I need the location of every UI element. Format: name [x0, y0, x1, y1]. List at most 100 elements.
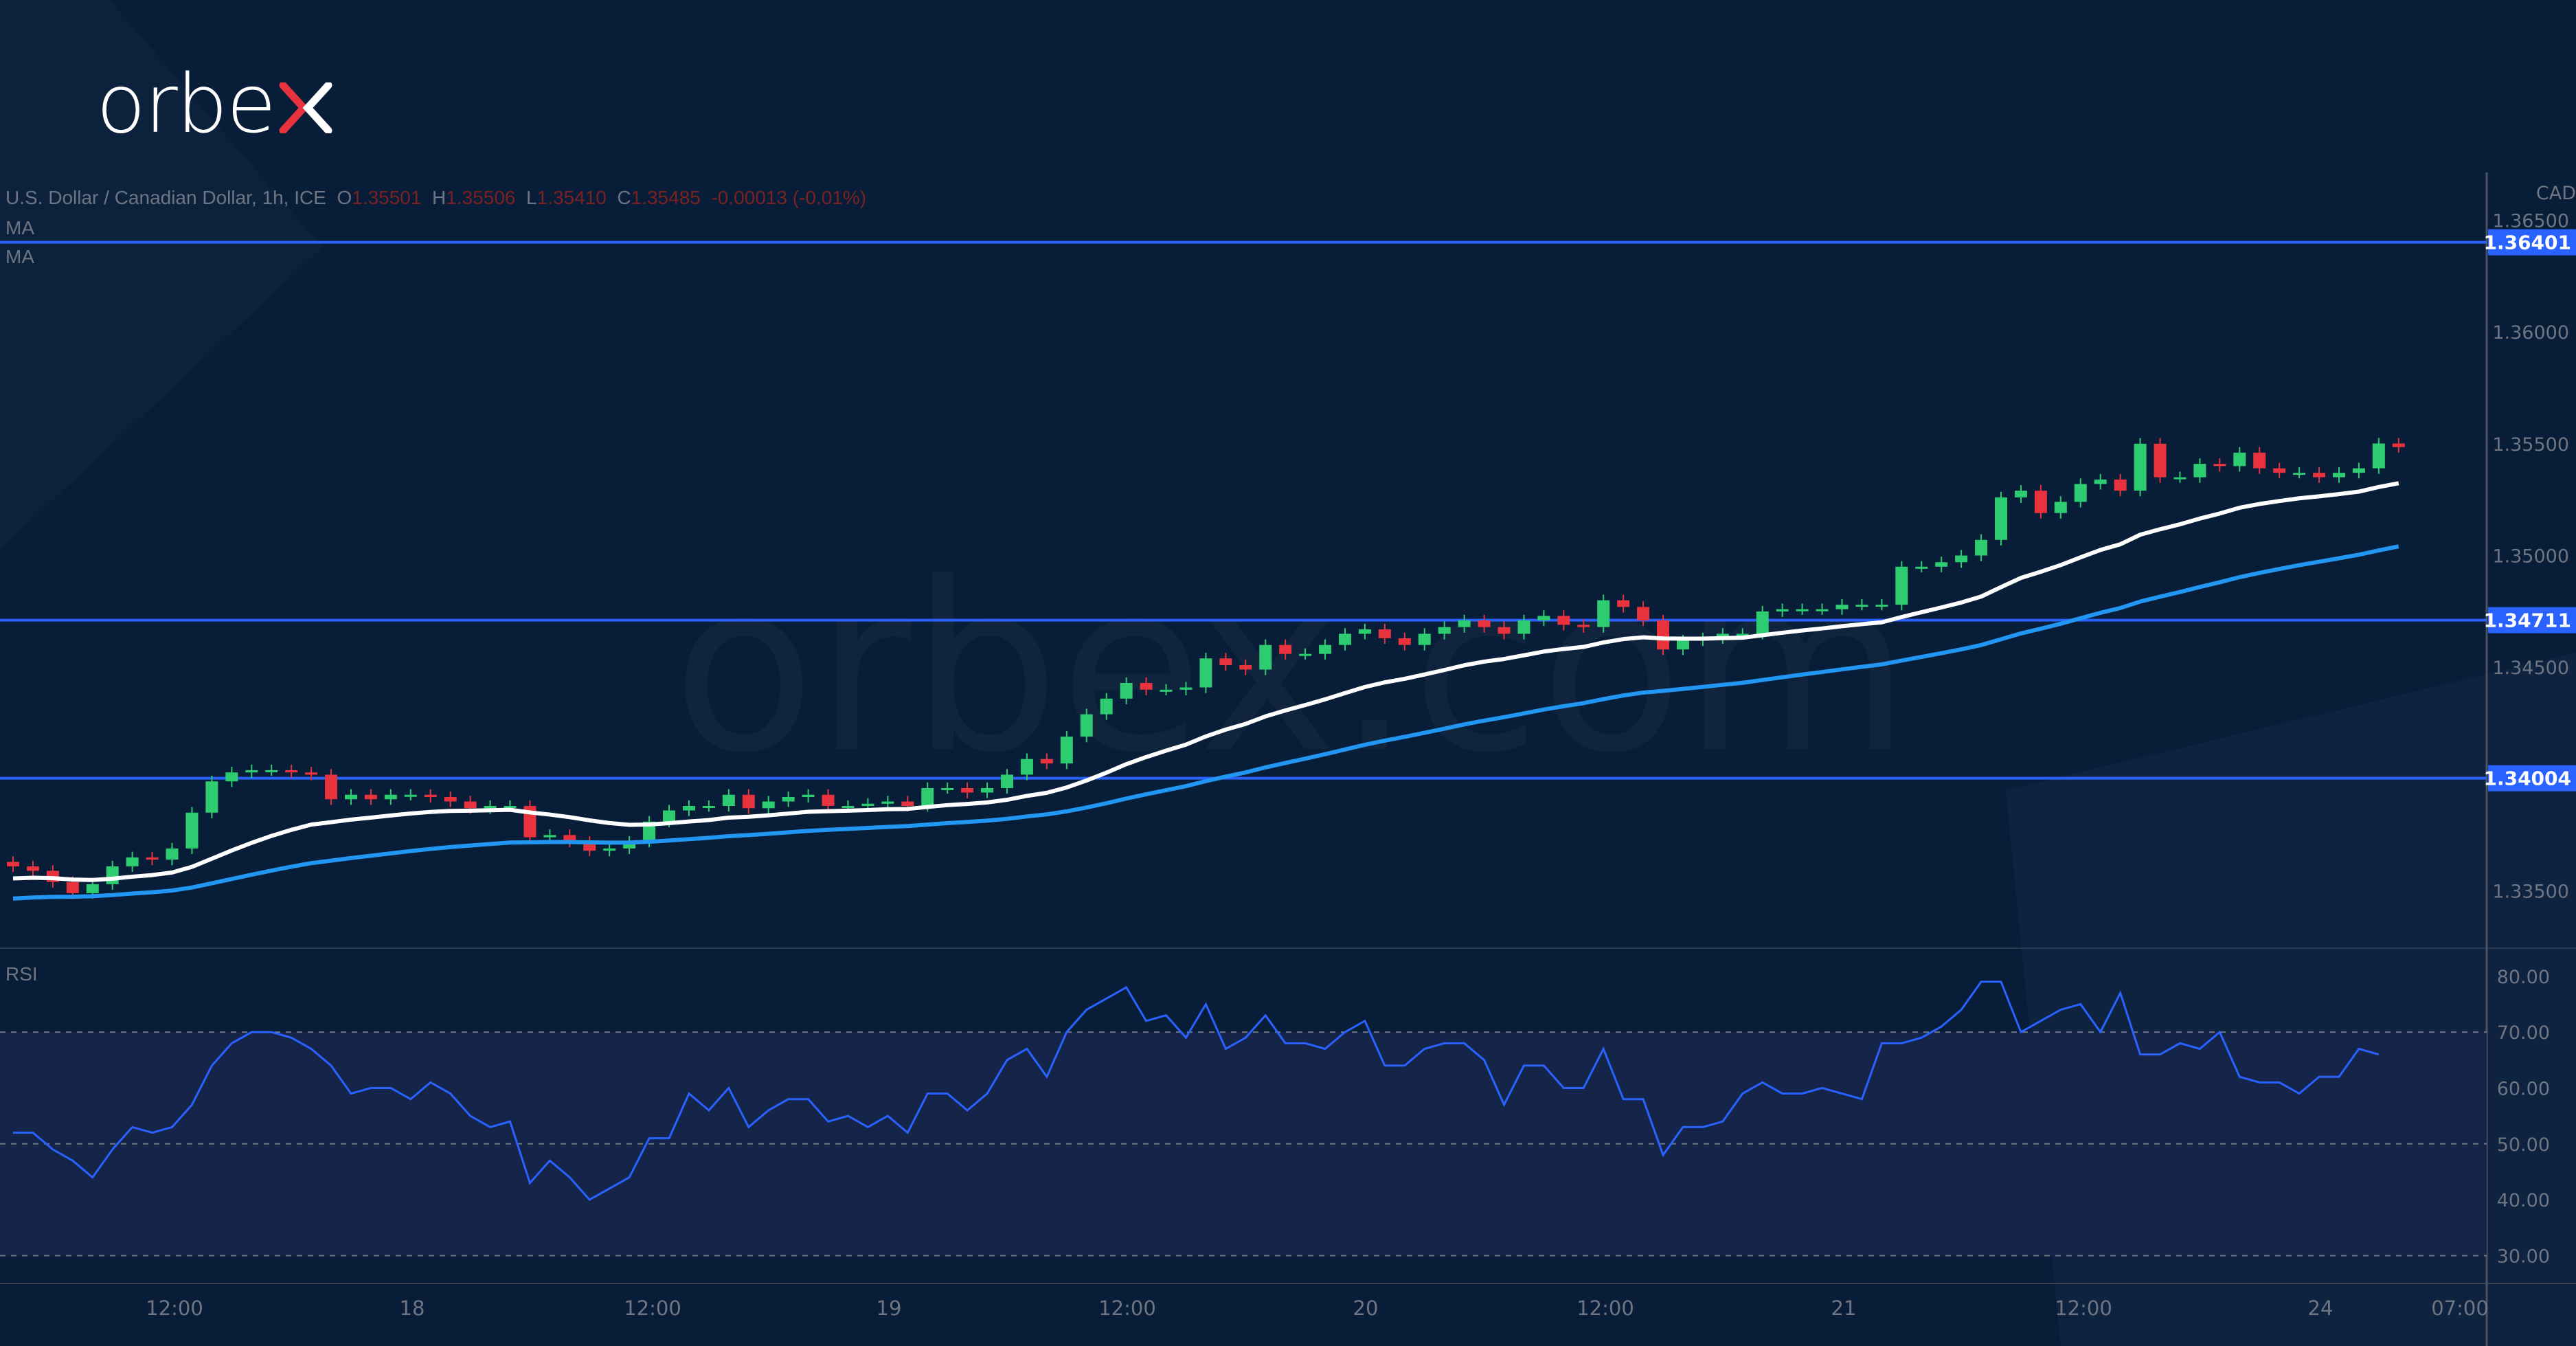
candle-down	[146, 857, 159, 860]
level-price-label: 1.34004	[2483, 767, 2571, 790]
candle-down	[1637, 607, 1650, 620]
rsi-tick: 40.00	[2497, 1190, 2550, 1211]
candle-up	[603, 848, 616, 851]
time-tick: 07:00	[2431, 1297, 2489, 1320]
candle-up	[1517, 620, 1530, 634]
rsi-tick: 50.00	[2497, 1134, 2550, 1156]
candle-up	[1975, 539, 1988, 556]
candle-up	[1020, 759, 1033, 775]
candle-up	[1816, 609, 1829, 612]
candle-up	[2054, 502, 2067, 513]
level-price-label: 1.34711	[2483, 609, 2571, 632]
candle-down	[66, 882, 79, 893]
candle-up	[1458, 620, 1471, 627]
rsi-legend[interactable]: RSI	[5, 963, 38, 985]
candle-down	[364, 794, 377, 800]
candle-up	[2094, 479, 2107, 484]
candle-up	[384, 794, 397, 800]
candle-down	[2114, 479, 2127, 491]
ma-legend-1[interactable]: MA	[5, 217, 34, 238]
candle-up	[981, 787, 994, 793]
candle-up	[1597, 600, 1610, 627]
candle-down	[2034, 491, 2047, 513]
time-tick: 19	[877, 1297, 902, 1320]
candle-up	[1835, 605, 1849, 609]
candle-up	[2134, 443, 2147, 491]
time-tick: 12:00	[1098, 1297, 1156, 1320]
candle-up	[504, 806, 517, 809]
candle-up	[1855, 605, 1868, 607]
candle-up	[1875, 605, 1888, 607]
time-tick: 12:00	[624, 1297, 681, 1320]
close-value: 1.35485	[631, 187, 701, 208]
candle-down	[1219, 658, 1232, 665]
level-price-label: 1.36401	[2483, 232, 2571, 254]
close-label: C	[617, 187, 631, 208]
candle-up	[344, 794, 357, 800]
candle-down	[1239, 664, 1252, 670]
level-price-badge	[2488, 765, 2576, 792]
candle-up	[941, 787, 954, 790]
price-tick: 1.34500	[2492, 658, 2569, 679]
candle-up	[663, 810, 676, 822]
candle-up	[1955, 555, 1968, 563]
candle-up	[1995, 497, 2007, 540]
candle-up	[106, 866, 119, 884]
candle-up	[2173, 477, 2187, 480]
candle-up	[881, 801, 894, 804]
candle-down	[1657, 620, 1670, 650]
rsi-tick: 30.00	[2497, 1246, 2550, 1267]
candle-up	[166, 848, 179, 860]
candle-up	[1438, 627, 1451, 634]
ma-legend-2[interactable]: MA	[5, 246, 34, 267]
candle-up	[2014, 491, 2027, 497]
rsi-tick: 60.00	[2497, 1078, 2550, 1099]
candle-up	[2372, 443, 2385, 469]
candle-up	[1001, 774, 1013, 788]
high-value: 1.35506	[446, 187, 516, 208]
candle-up	[484, 806, 497, 809]
candle-down	[26, 866, 39, 871]
candle-down	[464, 801, 477, 809]
candle-up	[1776, 609, 1789, 612]
candle-up	[1358, 629, 1371, 634]
candle-down	[1378, 629, 1391, 638]
candle-up	[702, 806, 715, 809]
candle-down	[444, 796, 457, 802]
chart-legend: U.S. Dollar / Canadian Dollar, 1h, ICE O…	[5, 187, 866, 209]
candle-up	[1060, 737, 1073, 764]
low-label: L	[526, 187, 537, 208]
time-tick: 12:00	[2055, 1297, 2112, 1320]
price-tick: 1.36000	[2492, 322, 2569, 344]
time-tick: 24	[2308, 1297, 2334, 1320]
ma-fast-line	[12, 481, 2399, 882]
candle-up	[1716, 633, 1729, 638]
time-tick: 21	[1831, 1297, 1857, 1320]
candle-down	[901, 801, 914, 807]
candle-up	[225, 772, 238, 782]
open-value: 1.35501	[352, 187, 422, 208]
candle-up	[682, 806, 695, 811]
candle-up	[643, 821, 656, 842]
candle-down	[424, 794, 437, 797]
candle-up	[1676, 640, 1689, 650]
candle-down	[1140, 683, 1153, 690]
low-value: 1.35410	[536, 187, 607, 208]
level-price-badge	[2488, 229, 2576, 256]
time-tick: 20	[1353, 1297, 1379, 1320]
candle-down	[2154, 443, 2167, 478]
rsi-line	[13, 980, 2380, 1202]
candle-up	[1736, 633, 1749, 636]
candle-down	[961, 787, 974, 793]
candle-up	[623, 842, 636, 849]
high-label: H	[432, 187, 447, 208]
candle-up	[1915, 566, 1928, 569]
currency-label: CAD	[2536, 183, 2576, 204]
candle-up	[841, 806, 855, 809]
candle-down	[563, 835, 576, 842]
candle-up	[265, 770, 278, 772]
candle-down	[2253, 452, 2266, 469]
candle-up	[2233, 452, 2246, 467]
candle-up	[2293, 473, 2306, 475]
